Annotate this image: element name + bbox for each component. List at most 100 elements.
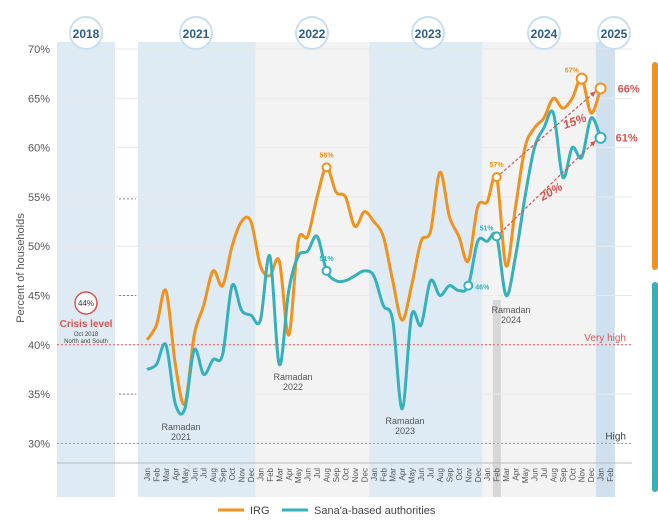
x-tick-label: Mar [502,468,511,482]
x-tick-label: Feb [379,467,388,481]
data-point-marker [594,82,607,95]
ramadan-label: Ramadan [385,416,424,426]
x-tick-label: May [521,468,530,483]
change-arrow-sanaa-head [589,140,596,147]
x-tick-label: Nov [578,468,587,482]
x-tick-label: Sep [332,467,341,482]
year-badge [295,16,329,50]
x-tick-label: Aug [549,468,558,482]
x-tick-label: Aug [436,468,445,482]
x-tick-label: Nov [238,468,247,482]
x-tick-label: May [408,468,417,483]
change-arrow-sanaa [496,140,597,237]
year-label: 2018 [73,27,100,41]
y-tick-label: 70% [28,44,50,56]
threshold-label: High [605,431,626,442]
change-arrow-irg-head [589,91,596,97]
side-bracket-irg [652,62,658,270]
x-tick-label: Mar [389,468,398,482]
x-tick-label: Dec [247,468,256,482]
y-tick-label: 55% [28,192,50,204]
year-label: 2022 [299,27,326,41]
x-tick-label: Dec [360,468,369,482]
crisis-badge [74,291,98,315]
y-tick-label: 65% [28,93,50,105]
y-axis-title: Percent of households [15,213,27,323]
data-label: 51% [480,225,495,232]
x-tick-label: Oct [228,467,237,480]
ramadan-year: 2023 [395,426,415,436]
year-badge [69,16,103,50]
x-tick-label: Jul [313,468,322,478]
x-tick-label: Oct [568,467,577,480]
data-point-marker [575,72,588,85]
data-point-marker [491,172,502,183]
x-tick-label: Feb [266,467,275,481]
year-badge [597,16,631,50]
side-bracket-sanaa [652,282,658,492]
x-tick-label: Jun [304,468,313,481]
data-point-marker [321,162,332,173]
ramadan-label: Ramadan [161,422,200,432]
y-tick-label: 60% [28,143,50,155]
ramadan-label: Ramadan [273,372,312,382]
data-label: 51% [320,256,335,263]
x-tick-label: Jul [540,468,549,478]
y-tick-label: 40% [28,340,50,352]
crisis-label: Crisis level [60,319,113,330]
year-label: 2024 [531,27,558,41]
x-tick-label: May [294,468,303,483]
x-tick-label: Nov [351,468,360,482]
x-tick-label: Oct [455,467,464,480]
band-2023 [369,42,483,497]
legend-label: IRG [250,505,270,517]
x-tick-label: Feb [152,467,161,481]
y-tick-label: 30% [28,438,50,450]
x-tick-label: Jun [190,468,199,481]
x-tick-label: Dec [587,468,596,482]
series-line-sanaa [146,109,602,416]
band-2022 [255,42,370,497]
x-tick-label: Apr [398,468,407,481]
y-tick-label: 50% [28,241,50,253]
x-tick-label: Jul [427,468,436,478]
x-tick-label: Feb [606,467,615,481]
ramadan-year: 2022 [283,382,303,392]
data-point-marker [491,231,502,242]
year-label: 2021 [183,27,210,41]
x-tick-label: Aug [323,468,332,482]
year-label: 2025 [601,27,628,41]
data-label: 61% [616,133,638,145]
ramadan-label: Ramadan [491,305,530,315]
x-tick-label: Sep [559,467,568,482]
x-tick-label: Jan [143,468,152,481]
crisis-value: 44% [78,299,94,308]
legend-label: Sana'a-based authorities [314,505,436,517]
year-badge [411,16,445,50]
x-tick-label: Feb [493,467,502,481]
x-tick-label: May [181,468,190,483]
x-tick-label: Mar [162,468,171,482]
x-tick-label: Apr [512,468,521,481]
x-tick-label: Jan [370,468,379,481]
x-tick-label: Jan [597,468,606,481]
x-tick-label: Sep [445,467,454,482]
band-2021 [138,42,256,497]
year-label: 2023 [415,27,442,41]
threshold-label: Very high [584,333,626,344]
x-tick-label: Jun [530,468,539,481]
data-label: 46% [475,285,490,292]
data-point-marker [463,280,474,291]
year-badge [179,16,213,50]
data-point-marker [321,265,332,276]
data-label: 66% [618,83,640,95]
crisis-date: Oct 2018 [74,332,99,338]
x-tick-label: Oct [341,467,350,480]
x-tick-label: Jan [256,468,265,481]
crisis-scope: North and South [64,339,108,345]
x-tick-label: Dec [474,468,483,482]
year-badge [527,16,561,50]
x-tick-label: Sep [219,467,228,482]
